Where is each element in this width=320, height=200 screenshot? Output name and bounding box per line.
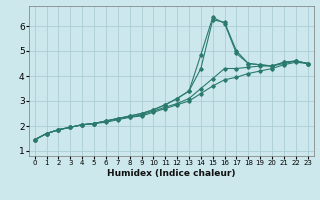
X-axis label: Humidex (Indice chaleur): Humidex (Indice chaleur): [107, 169, 236, 178]
